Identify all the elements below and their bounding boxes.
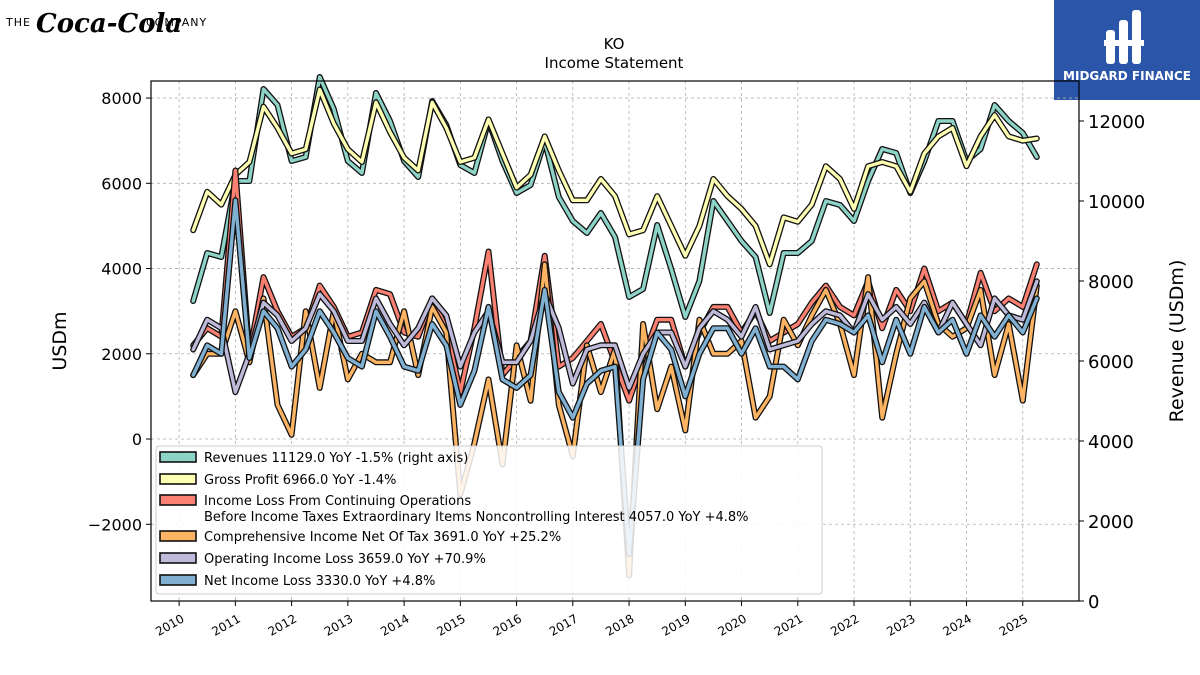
legend-label: Income Loss From Continuing Operations	[204, 494, 471, 509]
publisher-logo: MIDGARD FINANCE	[1054, 0, 1200, 100]
company-logo-prefix: THE	[6, 16, 31, 29]
x-tick-label: 2024	[941, 611, 974, 638]
legend-label: Comprehensive Income Net Of Tax 3691.0 Y…	[204, 530, 561, 545]
x-axis: 2010 2011 2012 2013 2014 2015 2016 2017 2018 2019…	[153, 601, 1030, 639]
y2-tick-label: 6000	[1088, 352, 1134, 373]
series-line-4	[191, 279, 1039, 394]
legend-swatch	[159, 530, 197, 542]
publisher-logo-name: MIDGARD FINANCE	[1063, 69, 1191, 83]
x-tick-label: 2017	[547, 611, 580, 638]
legend-label: Gross Profit 6966.0 YoY -1.4%	[204, 473, 396, 488]
x-tick-label: 2023	[884, 611, 917, 638]
legend-swatch	[159, 552, 197, 564]
x-tick-label: 2011	[209, 611, 242, 638]
series-line-1	[191, 87, 1039, 266]
publisher-logo-mark-icon: MIDGARD FINANCE	[1063, 10, 1191, 83]
x-tick-label: 2018	[603, 611, 636, 638]
x-tick-label: 2016	[491, 611, 524, 638]
y-axis-right: 0 2000 4000 6000 8000 10000 12000	[1079, 112, 1145, 613]
y2-axis-label: Revenue (USDm)	[1166, 260, 1188, 423]
legend-label-cont: Before Income Taxes Extraordinary Items …	[204, 510, 749, 525]
legend-box	[155, 445, 823, 595]
legend-label: Net Income Loss 3330.0 YoY +4.8%	[204, 574, 435, 589]
y-axis-label: USDm	[49, 311, 71, 370]
x-tick-label: 2025	[997, 611, 1030, 638]
y2-tick-label: 4000	[1088, 432, 1134, 453]
series-line-0	[191, 75, 1039, 319]
y-tick-label: 6000	[101, 174, 142, 193]
chart-title: KO	[604, 35, 625, 53]
y-tick-label: 8000	[101, 89, 142, 108]
x-tick-label: 2010	[153, 611, 186, 638]
x-tick-label: 2012	[266, 611, 299, 638]
x-tick-label: 2020	[716, 611, 749, 638]
series-layer	[190, 74, 1040, 579]
y2-tick-label: 8000	[1088, 272, 1134, 293]
y2-tick-label: 0	[1088, 592, 1099, 613]
x-tick-label: 2015	[434, 611, 467, 638]
company-logo-suffix: COMPANY	[146, 16, 206, 29]
legend-label: Revenues 11129.0 YoY -1.5% (right axis)	[204, 451, 468, 466]
x-tick-label: 2013	[322, 611, 355, 638]
legend-swatch	[159, 574, 197, 586]
legend-swatch	[159, 494, 197, 506]
company-logo-graphic: THE Coca-Cola COMPANY	[6, 9, 206, 38]
y-axis-left: −2000 0 2000 4000 6000 8000	[88, 89, 151, 534]
y2-tick-label: 2000	[1088, 512, 1134, 533]
series-line-5	[191, 198, 1039, 556]
legend-label: Operating Income Loss 3659.0 YoY +70.9%	[204, 552, 486, 567]
y2-tick-label: 10000	[1088, 192, 1145, 213]
x-tick-label: 2022	[828, 611, 861, 638]
company-logo: THE Coca-Cola COMPANY	[6, 6, 206, 38]
x-tick-label: 2019	[659, 611, 692, 638]
y2-tick-label: 12000	[1088, 112, 1145, 133]
x-tick-label: 2014	[378, 611, 411, 638]
legend-swatch	[159, 473, 197, 485]
plot-frame	[150, 80, 1080, 602]
legend: Revenues 11129.0 YoY -1.5% (right axis) G…	[155, 445, 823, 595]
y-tick-label: −2000	[88, 515, 142, 534]
y-tick-label: 2000	[101, 345, 142, 364]
chart-subtitle: Income Statement	[545, 54, 684, 72]
y-tick-label: 0	[132, 430, 142, 449]
company-logo-script: Coca-Cola	[36, 9, 182, 38]
x-tick-label: 2021	[772, 611, 805, 638]
legend-swatch	[159, 451, 197, 463]
y-tick-label: 4000	[101, 260, 142, 279]
